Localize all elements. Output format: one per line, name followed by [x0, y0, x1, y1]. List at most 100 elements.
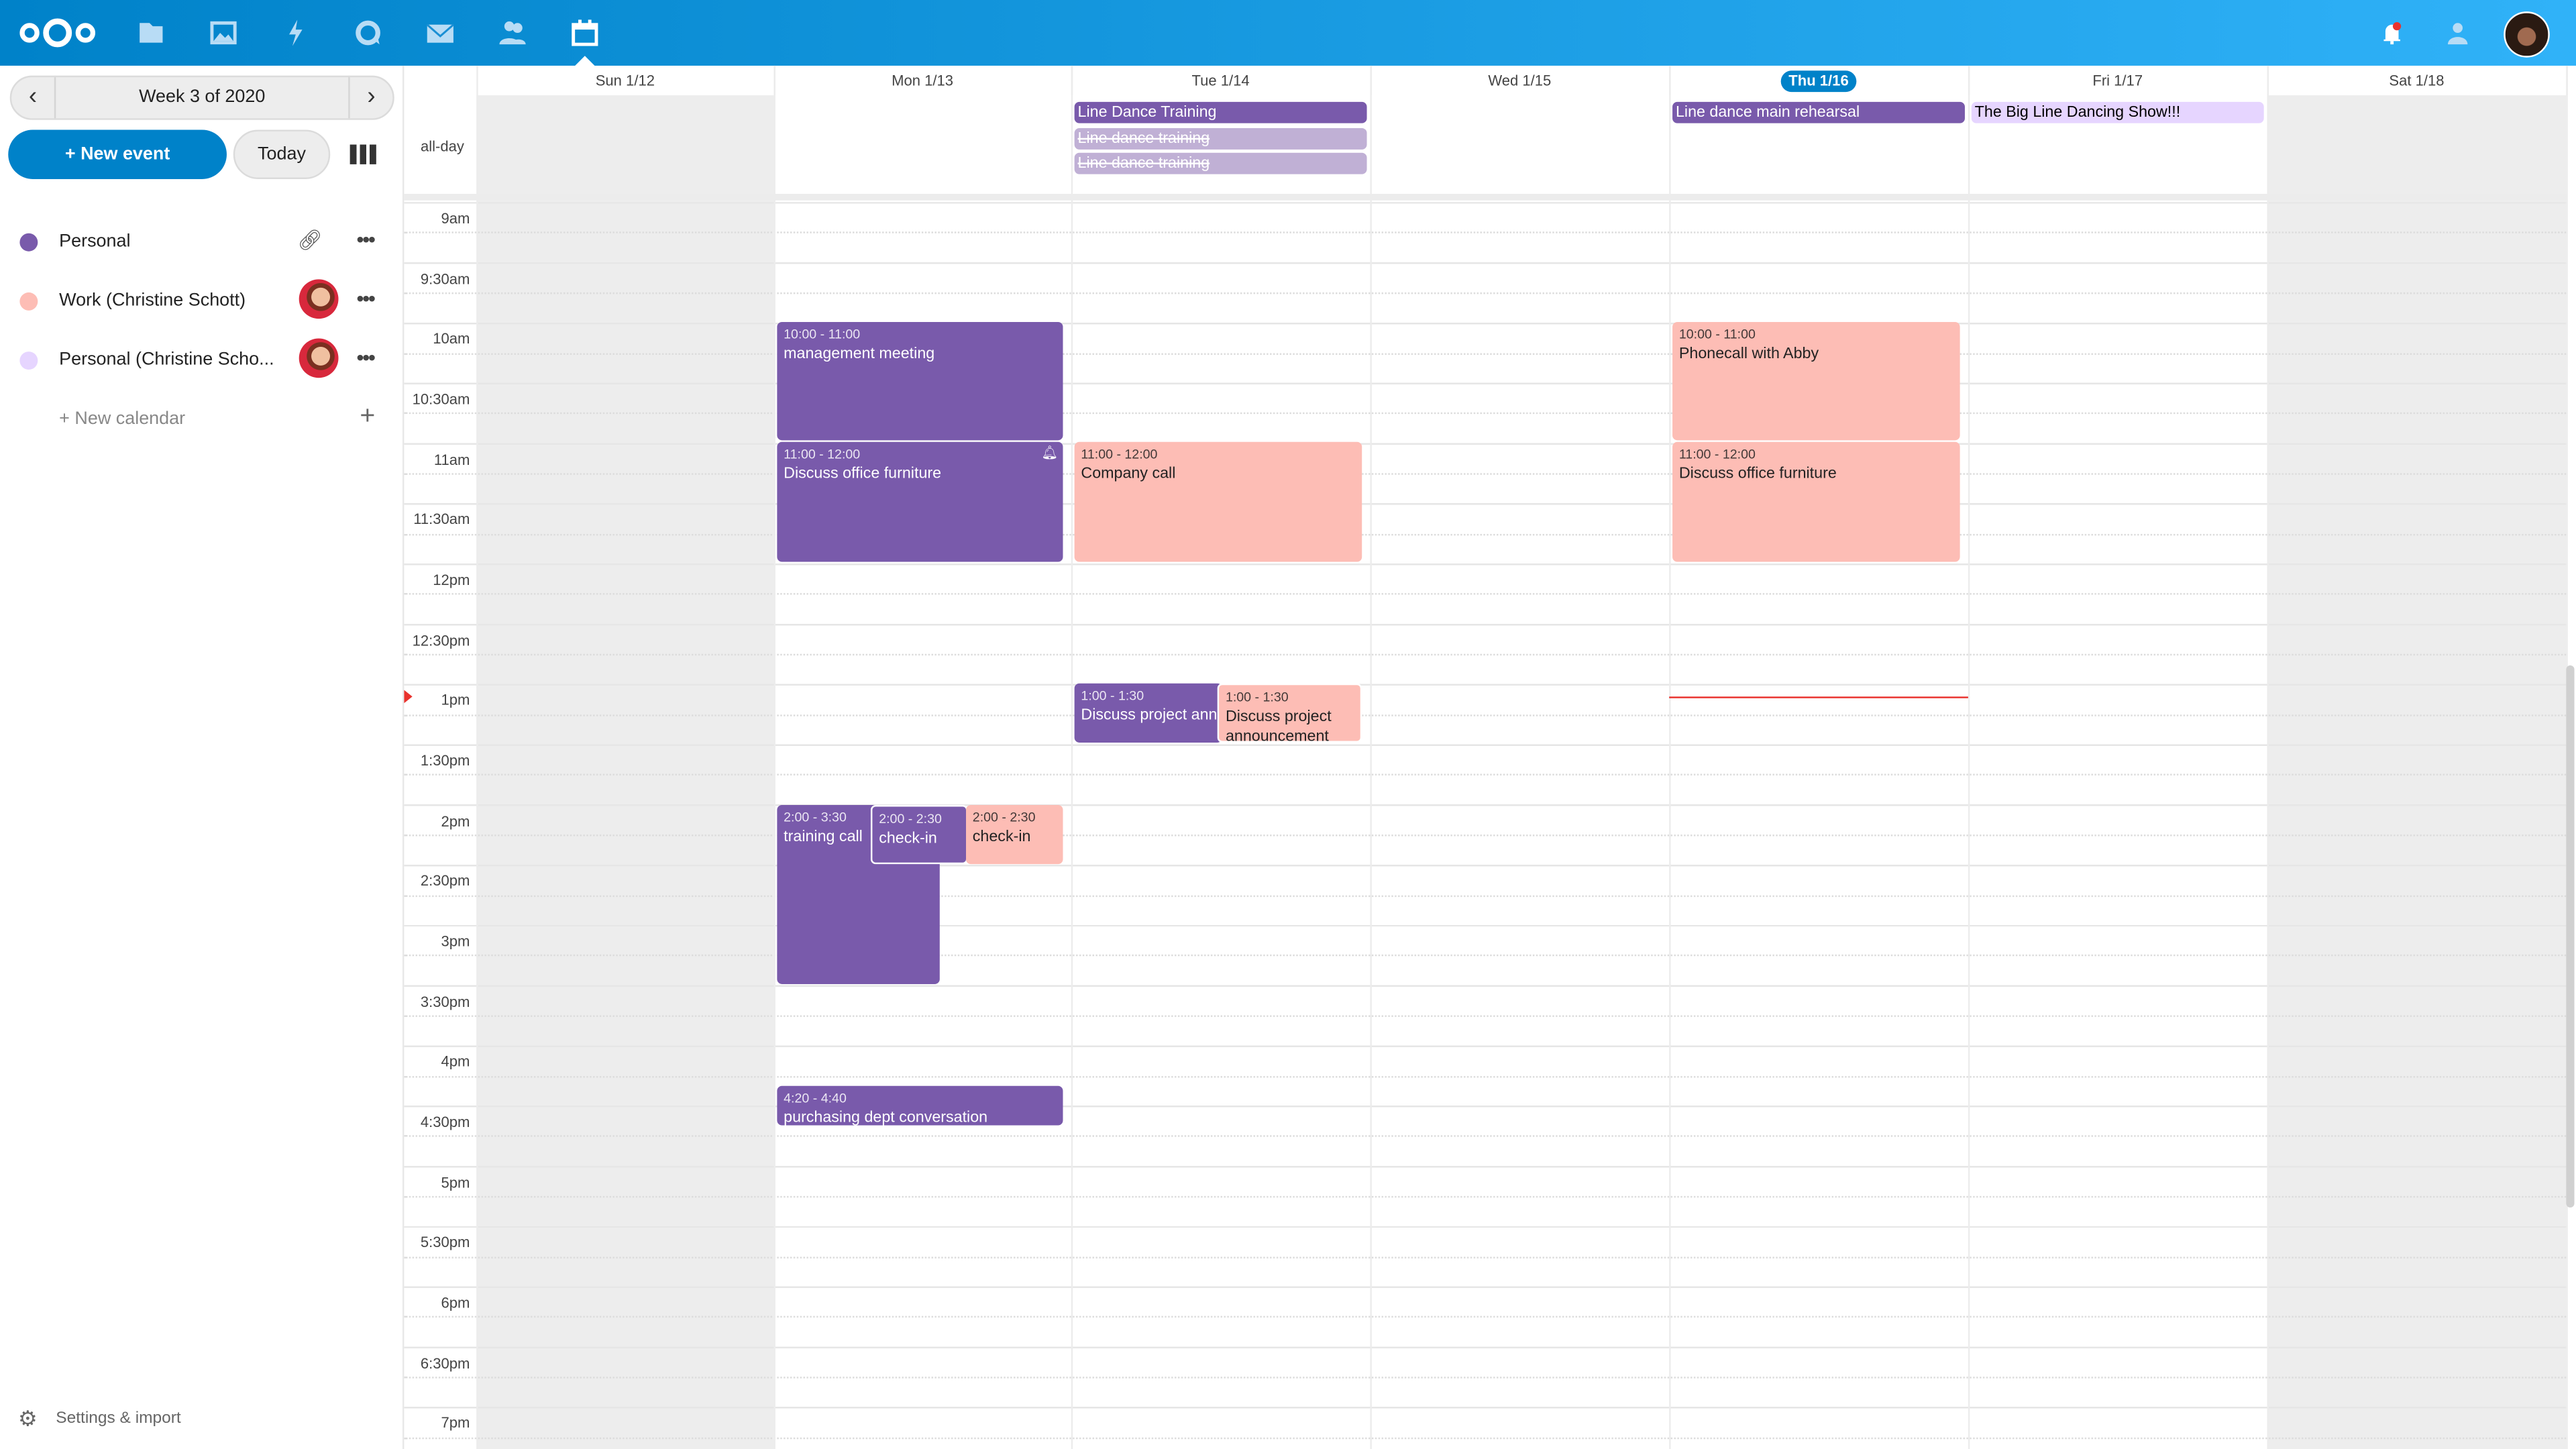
reminder-bell-icon: 🔔︎ — [1041, 445, 1059, 460]
quarter-hour-line — [404, 955, 2567, 957]
new-event-button[interactable]: + New event — [8, 129, 227, 179]
photos-icon[interactable] — [209, 18, 238, 48]
allday-event[interactable]: The Big Line Dancing Show!!! — [1971, 101, 2264, 123]
time-label: 4pm — [441, 1053, 470, 1071]
day-header[interactable]: Sat 1/18 — [2267, 65, 2568, 96]
owner-avatar — [299, 338, 339, 378]
calendar-item-personal[interactable]: Personal 🔗︎ ••• — [0, 212, 402, 271]
next-week-button[interactable]: › — [348, 77, 392, 119]
column-divider — [1370, 65, 1372, 1449]
nextcloud-logo-icon[interactable] — [16, 16, 98, 49]
event-title: Phonecall with Abby — [1678, 345, 1819, 364]
new-calendar-item[interactable]: + New calendar + — [0, 389, 402, 448]
day-header[interactable]: Sun 1/12 — [476, 65, 775, 96]
event[interactable]: 2:00 - 2:30 check-in — [870, 805, 968, 865]
quarter-hour-line — [404, 593, 2567, 596]
calendar-icon[interactable] — [570, 18, 600, 48]
scrollbar[interactable] — [2566, 665, 2575, 1208]
quarter-hour-line — [404, 533, 2567, 535]
files-icon[interactable] — [136, 18, 166, 48]
more-options-icon[interactable]: ••• — [356, 286, 375, 311]
quarter-hour-line — [404, 653, 2567, 656]
plus-icon[interactable]: + — [360, 402, 376, 431]
time-label: 3:30pm — [420, 993, 470, 1010]
event[interactable]: 1:00 - 1:30 Discuss project announcement — [1217, 683, 1362, 743]
share-link-icon[interactable]: 🔗︎ — [297, 228, 323, 252]
calendar-item-work[interactable]: Work (Christine Schott) ••• — [0, 271, 402, 330]
calendar-item-personal-shared[interactable]: Personal (Christine Scho... ••• — [0, 330, 402, 389]
quarter-hour-line — [404, 1377, 2567, 1379]
calendar-color-dot — [19, 352, 38, 370]
today-button[interactable]: Today — [233, 129, 331, 179]
time-label: 9:30am — [420, 270, 470, 287]
event-title: training call — [784, 828, 863, 847]
contacts-icon[interactable] — [498, 18, 527, 48]
contacts-menu-icon[interactable] — [2443, 18, 2473, 48]
column-divider — [476, 65, 478, 1449]
week-label[interactable]: Week 3 of 2020 — [139, 87, 266, 107]
time-label: 1:30pm — [420, 752, 470, 769]
talk-icon[interactable] — [354, 18, 383, 48]
event-title: purchasing dept conversation — [784, 1109, 988, 1126]
event[interactable]: 10:00 - 11:00 management meeting — [777, 322, 1063, 441]
activity-icon[interactable] — [281, 18, 311, 48]
day-header-label: Fri 1/17 — [2092, 72, 2143, 89]
quarter-hour-line — [404, 1316, 2567, 1318]
settings-gear-icon[interactable]: ⚙ — [17, 1406, 38, 1432]
day-header[interactable]: Fri 1/17 — [1968, 65, 2269, 96]
calendar-color-dot — [19, 233, 38, 252]
event-title: Discuss project announcement — [1225, 708, 1332, 743]
day-header[interactable]: Wed 1/15 — [1370, 65, 1671, 96]
event-title: Discuss office furniture — [1678, 465, 1837, 484]
column-divider — [1071, 65, 1073, 1449]
active-app-indicator — [575, 56, 595, 66]
day-header[interactable]: Mon 1/13 — [773, 65, 1073, 96]
quarter-hour-line — [404, 1436, 2567, 1439]
mail-icon[interactable] — [425, 18, 455, 48]
time-label: 2:30pm — [420, 873, 470, 890]
quarter-hour-line — [404, 1015, 2567, 1017]
column-divider — [1669, 65, 1671, 1449]
more-options-icon[interactable]: ••• — [356, 345, 375, 370]
allday-event[interactable]: Line dance main rehearsal — [1672, 101, 1965, 123]
notifications-bell-icon[interactable] — [2377, 18, 2407, 48]
event[interactable]: 11:00 - 12:00 Company call — [1074, 441, 1362, 562]
allday-event-cancelled[interactable]: Line dance training — [1074, 152, 1367, 174]
allday-event[interactable]: Line Dance Training — [1074, 101, 1367, 123]
quarter-hour-line — [404, 835, 2567, 837]
event[interactable]: 2:00 - 2:30 check-in — [966, 805, 1063, 865]
event-title: check-in — [972, 828, 1031, 847]
day-header[interactable]: Tue 1/14 — [1071, 65, 1372, 96]
quarter-hour-line — [404, 894, 2567, 897]
more-options-icon[interactable]: ••• — [356, 226, 375, 252]
time-label: 9am — [441, 210, 470, 227]
event-title: Discuss office furniture — [784, 465, 942, 484]
event[interactable]: 11:00 - 12:00 Discuss office furniture 🔔︎ — [777, 441, 1063, 562]
event[interactable]: 1:00 - 1:30 Discuss project announcement — [1074, 683, 1223, 743]
allday-event-cancelled[interactable]: Line dance training — [1074, 128, 1367, 150]
event-time: 1:00 - 1:30 — [1225, 690, 1289, 705]
event-time: 2:00 - 2:30 — [972, 810, 1036, 825]
time-label: 12:30pm — [412, 632, 470, 649]
calendar-label: Personal (Christine Scho... — [59, 350, 274, 370]
current-time-line — [1669, 696, 1968, 698]
day-header[interactable]: Thu 1/16 — [1669, 65, 1970, 96]
quarter-hour-line — [404, 352, 2567, 355]
day-header-label: Sun 1/12 — [595, 72, 655, 89]
user-avatar[interactable] — [2504, 11, 2550, 58]
event-time: 2:00 - 3:30 — [784, 810, 847, 825]
previous-week-button[interactable]: ‹ — [11, 77, 56, 119]
settings-import-link[interactable]: Settings & import — [56, 1409, 181, 1428]
event[interactable]: 10:00 - 11:00 Phonecall with Abby — [1672, 322, 1960, 441]
event[interactable]: 11:00 - 12:00 Discuss office furniture — [1672, 441, 1960, 562]
quarter-hour-line — [404, 1135, 2567, 1138]
top-bar — [0, 0, 2576, 66]
owner-avatar — [299, 279, 339, 319]
event[interactable]: 4:20 - 4:40 purchasing dept conversation — [777, 1085, 1063, 1126]
day-header-label: Tue 1/14 — [1191, 72, 1250, 89]
event-time: 11:00 - 12:00 — [1678, 447, 1756, 462]
view-switch-icon[interactable] — [350, 144, 376, 164]
new-calendar-label[interactable]: + New calendar — [59, 409, 186, 429]
day-header-label: Wed 1/15 — [1488, 72, 1552, 89]
event-time: 10:00 - 11:00 — [1678, 327, 1756, 342]
